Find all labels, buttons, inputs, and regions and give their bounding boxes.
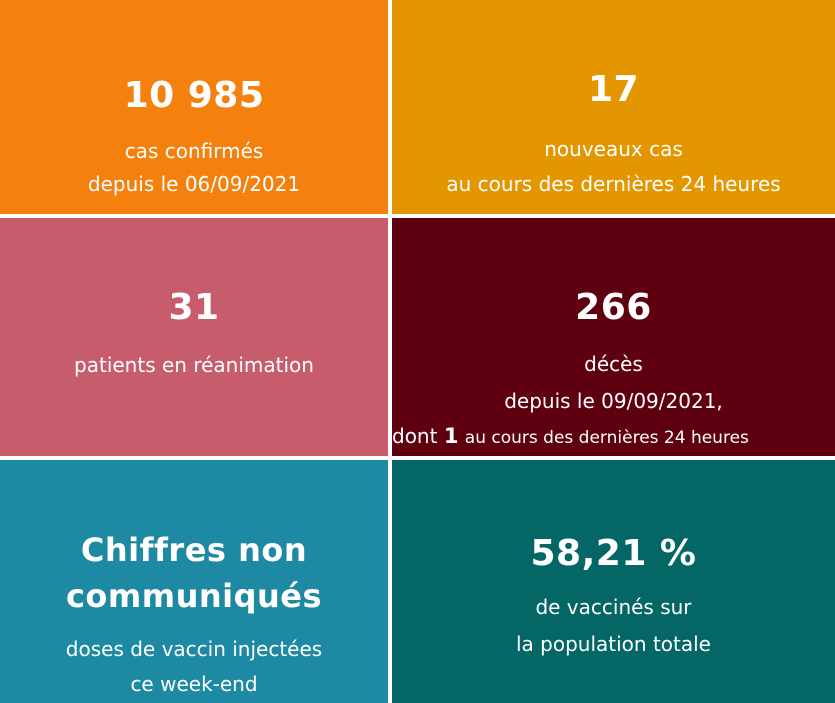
deaths-last-24h: dont 1 au cours des dernières 24 heures xyxy=(9,423,835,451)
tile-icu-patients: 31 patients en réanimation xyxy=(0,218,388,456)
confirmed-cases-label: cas confirmés xyxy=(124,139,264,163)
icu-patients-label: patients en réanimation xyxy=(74,353,314,377)
deaths-dont: dont xyxy=(392,424,438,448)
vaccinated-percent-label: de vaccinés sur xyxy=(535,595,692,619)
deaths-since: depuis le 09/09/2021, xyxy=(504,389,723,413)
deaths-24h-period: au cours des dernières 24 heures xyxy=(464,428,749,448)
vaccinated-percent-population: la population totale xyxy=(516,632,711,656)
icu-patients-value: 31 xyxy=(168,287,220,328)
vaccine-doses-value-line1: Chiffres non xyxy=(80,531,308,569)
tile-vaccinated-percent: 58,21 % de vaccinés sur la population to… xyxy=(392,460,835,703)
tile-vaccine-doses: Chiffres non communiqués doses de vaccin… xyxy=(0,460,388,703)
new-cases-period: au cours des dernières 24 heures xyxy=(446,172,781,196)
vaccine-doses-label: doses de vaccin injectées xyxy=(65,637,323,661)
vaccine-doses-period: ce week-end xyxy=(130,672,258,696)
vaccinated-percent-value: 58,21 % xyxy=(530,533,697,574)
deaths-label: décès xyxy=(584,352,643,376)
confirmed-cases-value: 10 985 xyxy=(123,75,265,116)
tile-new-cases: 17 nouveaux cas au cours des dernières 2… xyxy=(392,0,835,214)
tile-confirmed-cases: 10 985 cas confirmés depuis le 06/09/202… xyxy=(0,0,388,214)
deaths-value: 266 xyxy=(575,287,652,328)
tile-deaths: 266 décès depuis le 09/09/2021, dont 1 a… xyxy=(392,218,835,456)
deaths-24h-count: 1 xyxy=(443,424,459,448)
confirmed-cases-since: depuis le 06/09/2021 xyxy=(87,172,301,196)
vaccine-doses-value-line2: communiqués xyxy=(65,577,323,615)
new-cases-value: 17 xyxy=(587,69,640,110)
new-cases-label: nouveaux cas xyxy=(544,137,683,161)
